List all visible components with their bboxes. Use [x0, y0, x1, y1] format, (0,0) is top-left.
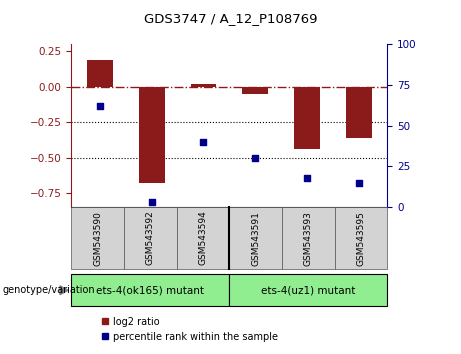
Bar: [242, 87, 268, 94]
Text: GSM543594: GSM543594: [199, 211, 207, 266]
Bar: [190, 84, 216, 87]
Point: [96, 103, 104, 109]
Point: [252, 155, 259, 161]
Text: GDS3747 / A_12_P108769: GDS3747 / A_12_P108769: [144, 12, 317, 25]
Point: [355, 180, 362, 185]
Point: [200, 139, 207, 145]
Text: GSM543592: GSM543592: [146, 211, 155, 266]
Text: ets-4(ok165) mutant: ets-4(ok165) mutant: [96, 285, 204, 295]
Text: GSM543595: GSM543595: [356, 211, 366, 266]
Bar: [87, 60, 113, 87]
Text: GSM543593: GSM543593: [304, 211, 313, 266]
Text: GSM543591: GSM543591: [251, 211, 260, 266]
Bar: [294, 87, 320, 149]
Bar: [346, 87, 372, 138]
Point: [303, 175, 311, 181]
Text: genotype/variation: genotype/variation: [2, 285, 95, 295]
Legend: log2 ratio, percentile rank within the sample: log2 ratio, percentile rank within the s…: [97, 313, 282, 346]
Text: ets-4(uz1) mutant: ets-4(uz1) mutant: [261, 285, 355, 295]
Point: [148, 199, 155, 205]
Bar: [139, 87, 165, 183]
Text: GSM543590: GSM543590: [93, 211, 102, 266]
